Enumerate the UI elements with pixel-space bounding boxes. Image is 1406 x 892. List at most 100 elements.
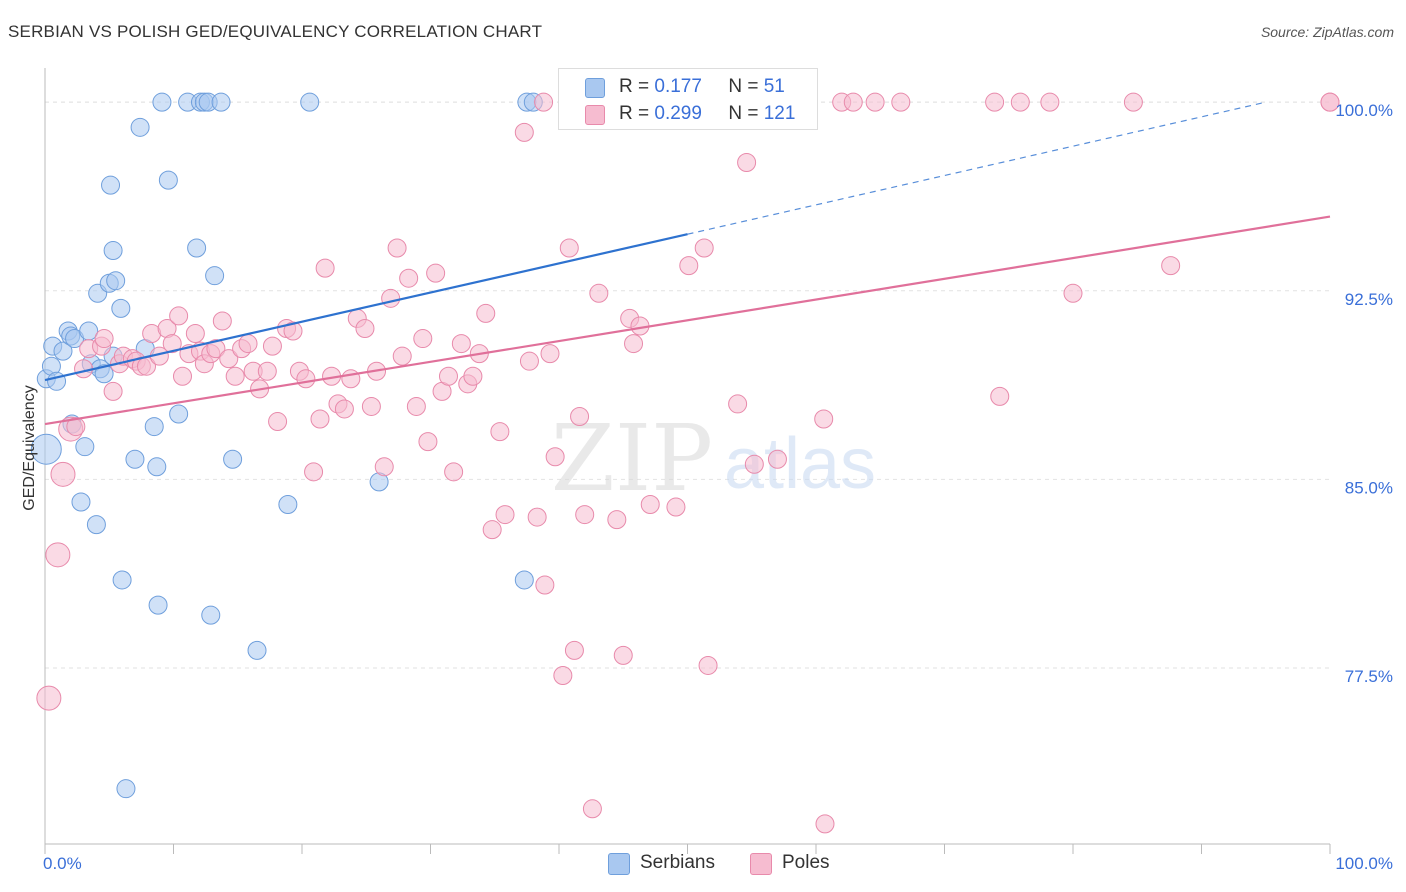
serbians-r-value: 0.177 xyxy=(654,76,702,97)
pole-point xyxy=(334,399,354,419)
pole-point xyxy=(406,396,426,416)
poles-r-value: 0.299 xyxy=(654,103,702,124)
poles-swatch xyxy=(585,105,605,125)
x-tick-label: 0.0% xyxy=(43,854,82,873)
serbian-point xyxy=(86,515,106,535)
pole-point xyxy=(463,366,483,386)
serbian-point xyxy=(53,341,73,361)
serbians-n-label: N = xyxy=(728,76,759,97)
pole-point xyxy=(45,542,71,568)
pole-point xyxy=(865,92,885,112)
source-credit: Source: ZipAtlas.com xyxy=(1260,24,1394,40)
pole-point xyxy=(94,329,114,349)
serbian-point xyxy=(247,640,267,660)
pole-point xyxy=(728,394,748,414)
legend-stats: R = 0.177 N = 51 R = 0.299 N = 121 xyxy=(558,68,818,130)
pole-point xyxy=(103,381,123,401)
serbians-n-value: 51 xyxy=(763,76,785,97)
pole-point xyxy=(438,366,458,386)
pole-point xyxy=(418,432,438,452)
serbian-point xyxy=(300,92,320,112)
pole-point xyxy=(1010,92,1030,112)
pole-point xyxy=(341,369,361,389)
y-axis-label: GED/Equivalency xyxy=(21,385,38,511)
pole-point xyxy=(257,361,277,381)
serbian-point xyxy=(223,449,243,469)
serbian-point xyxy=(125,449,145,469)
serbian-point xyxy=(111,298,131,318)
serbian-point xyxy=(205,266,225,286)
serbians-r-label: R = xyxy=(619,76,650,97)
pole-point xyxy=(310,409,330,429)
pole-point xyxy=(355,318,375,338)
serbian-point xyxy=(144,417,164,437)
pole-point xyxy=(66,417,86,437)
pole-point xyxy=(1161,256,1181,276)
pole-point xyxy=(694,238,714,258)
serbian-point xyxy=(103,241,123,261)
serbian-point xyxy=(112,570,132,590)
pole-point xyxy=(206,339,226,359)
pole-point xyxy=(985,92,1005,112)
pole-point xyxy=(50,461,76,487)
poles-n-value: 121 xyxy=(763,103,796,124)
pole-point xyxy=(575,505,595,525)
pole-point xyxy=(262,336,282,356)
trend-lines xyxy=(44,101,1331,426)
poles-stats: R = 0.299 N = 121 xyxy=(619,103,795,125)
serbian-point xyxy=(201,605,221,625)
pole-point xyxy=(582,799,602,819)
serbian-point xyxy=(130,117,150,137)
pole-point xyxy=(392,346,412,366)
y-tick-label: 100.0% xyxy=(1335,101,1393,120)
poles-r-label: R = xyxy=(619,103,650,124)
serbian-trend-line xyxy=(44,233,688,382)
pole-point xyxy=(36,685,62,711)
serbian-point xyxy=(75,437,95,457)
serbian-point xyxy=(101,175,121,195)
pole-point xyxy=(399,268,419,288)
serbian-point xyxy=(147,457,167,477)
pole-point xyxy=(891,92,911,112)
pole-point xyxy=(185,324,205,344)
pole-point xyxy=(172,366,192,386)
pole-point xyxy=(361,396,381,416)
pole-point xyxy=(540,344,560,364)
pole-point xyxy=(219,349,239,369)
y-tick-label: 85.0% xyxy=(1345,478,1393,497)
serbian-point xyxy=(116,779,136,799)
pole-point xyxy=(589,283,609,303)
pole-point xyxy=(387,238,407,258)
pole-point xyxy=(268,412,288,432)
pole-point xyxy=(225,366,245,386)
pole-point xyxy=(519,351,539,371)
serbian-point xyxy=(169,404,189,424)
serbian-point xyxy=(158,170,178,190)
serbian-point xyxy=(514,570,534,590)
serbian-point xyxy=(278,495,298,515)
pole-point xyxy=(640,495,660,515)
pole-point xyxy=(613,645,633,665)
legend-serbians-swatch xyxy=(608,853,630,875)
pole-point xyxy=(534,92,554,112)
pole-point xyxy=(238,334,258,354)
pole-point xyxy=(495,505,515,525)
pole-point xyxy=(296,369,316,389)
pole-point xyxy=(212,311,232,331)
pole-point xyxy=(374,457,394,477)
pole-point xyxy=(767,449,787,469)
pole-point xyxy=(624,334,644,354)
pole-point xyxy=(514,122,534,142)
pole-point xyxy=(476,303,496,323)
legend-serbians-label: Serbians xyxy=(640,852,715,873)
pole-point xyxy=(843,92,863,112)
pole-point xyxy=(1320,92,1340,112)
series-serbians xyxy=(30,92,543,799)
pole-point xyxy=(698,655,718,675)
pole-point xyxy=(304,462,324,482)
pole-trend-line xyxy=(44,215,1331,426)
pole-point xyxy=(381,288,401,308)
serbian-point xyxy=(106,271,126,291)
pole-point xyxy=(737,153,757,173)
